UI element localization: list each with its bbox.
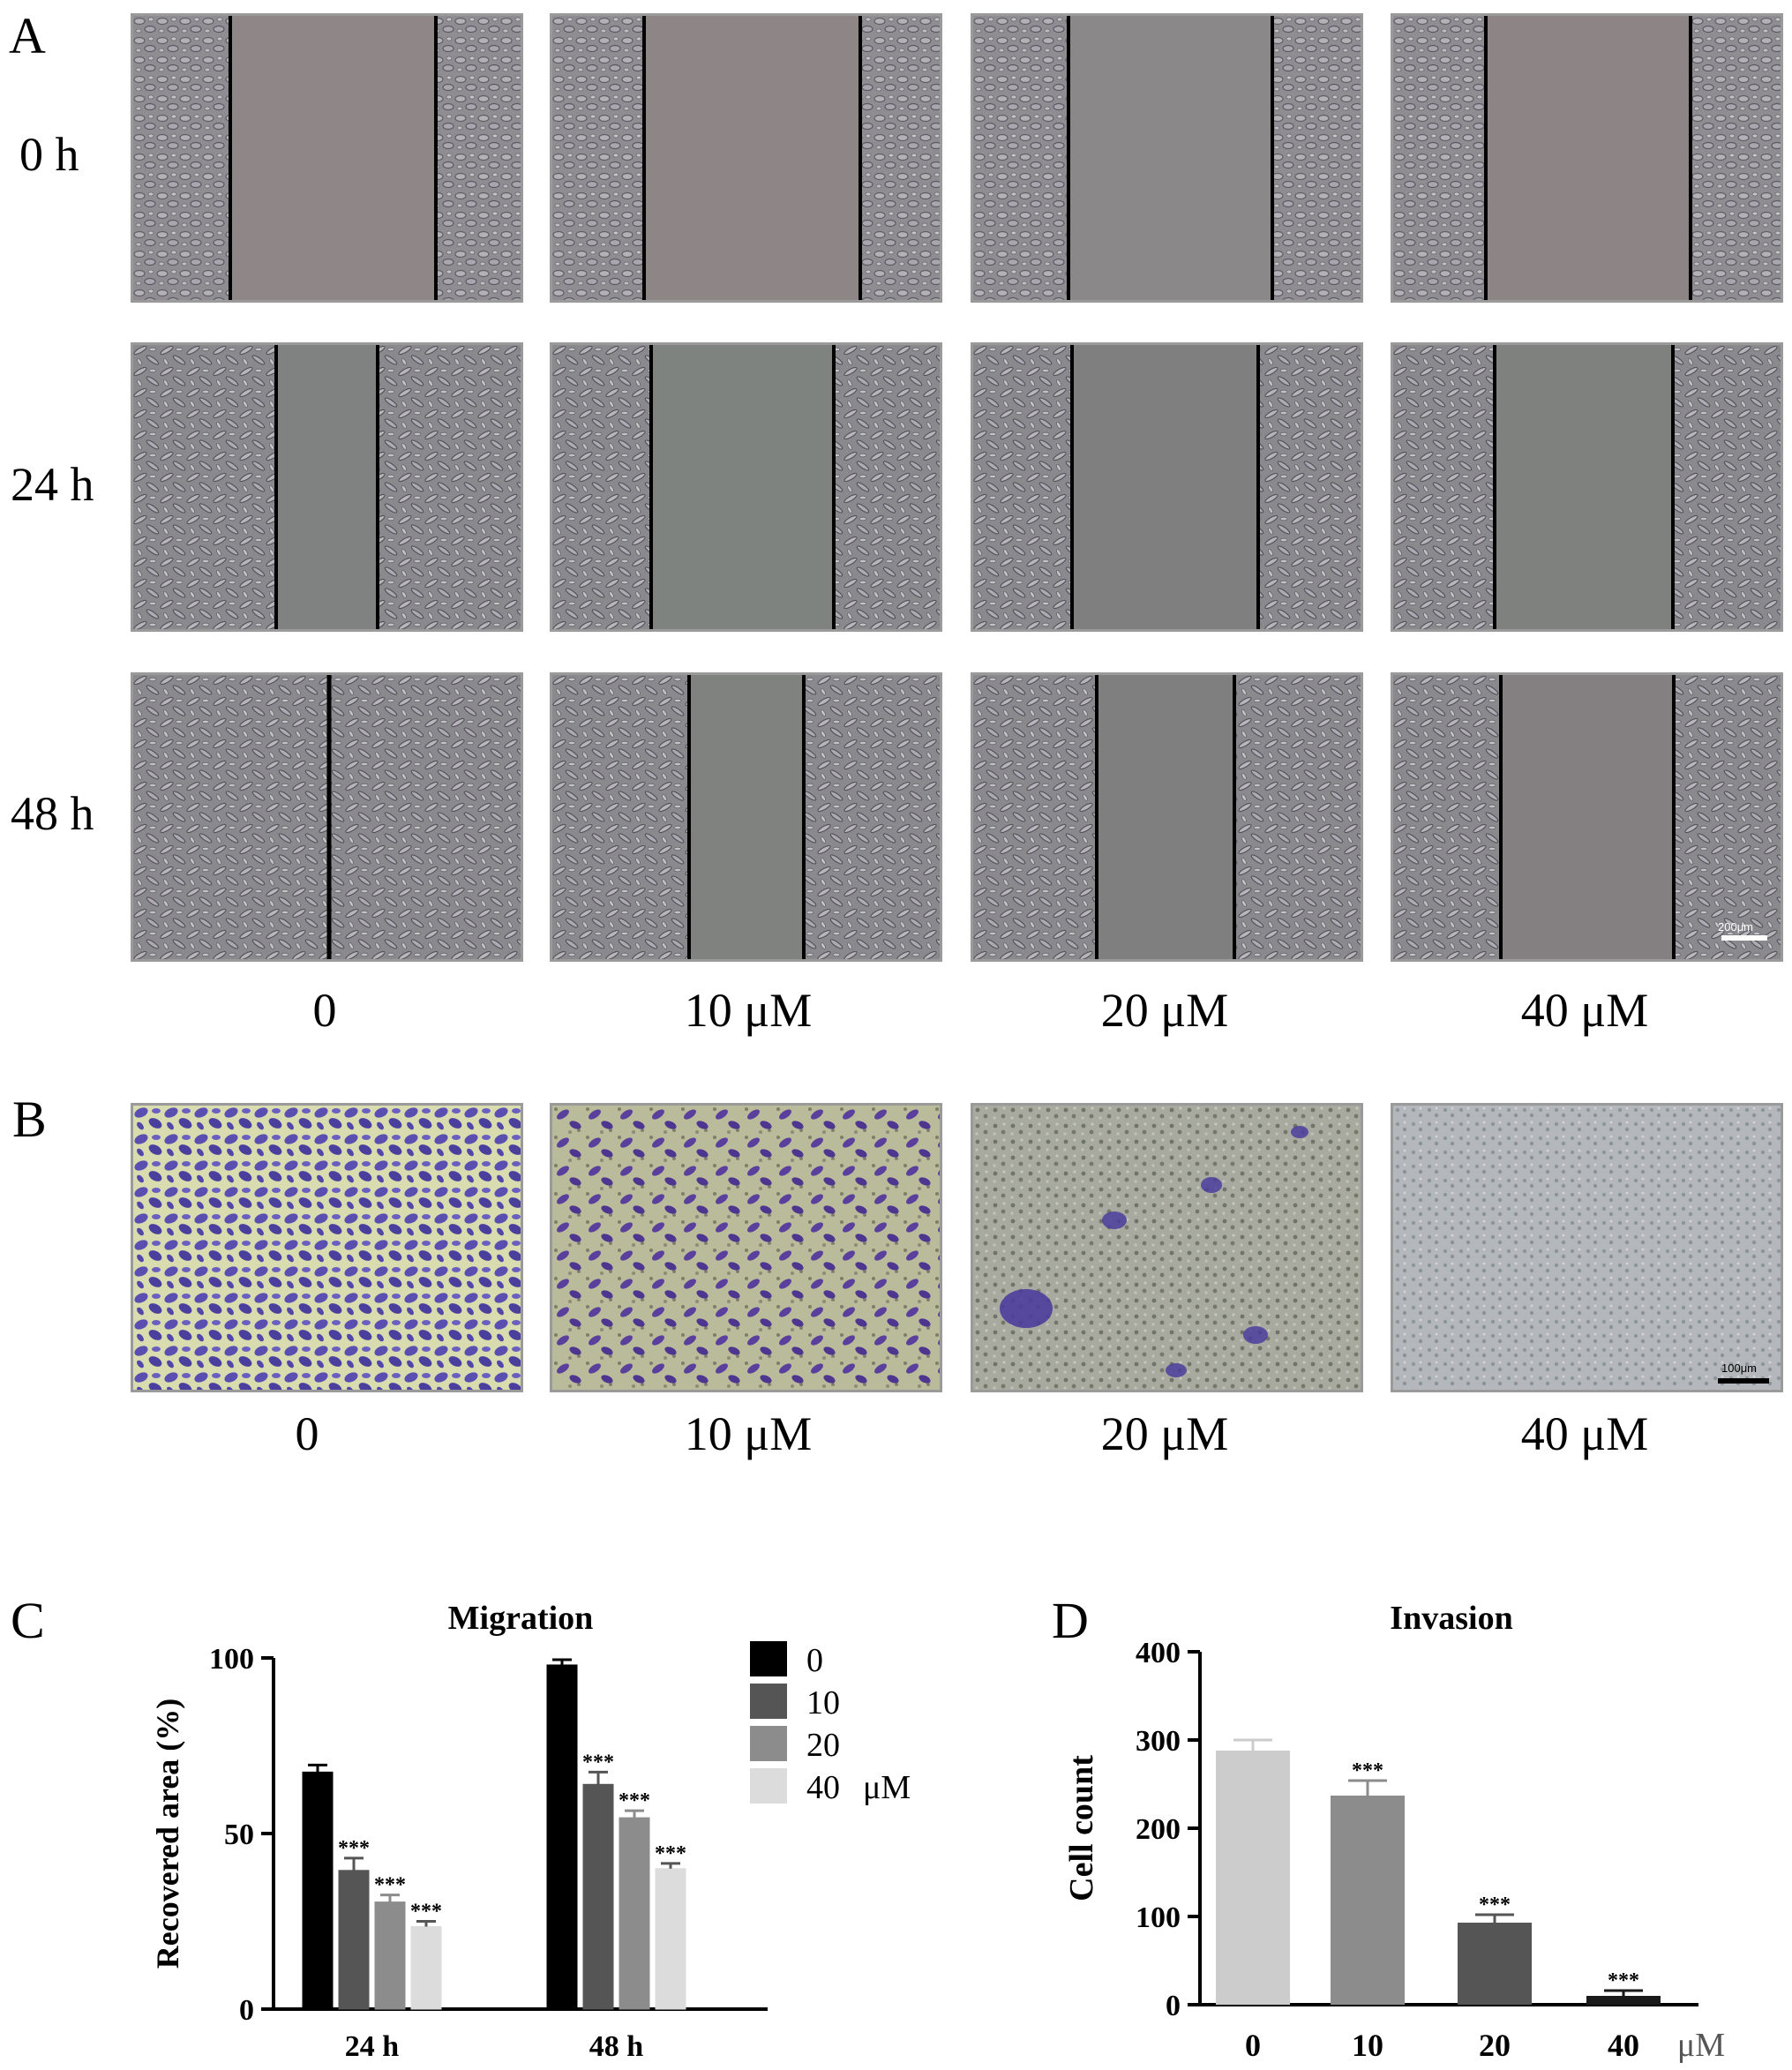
row-label-0h: 0 h <box>19 128 79 181</box>
chart-c-y-label: Recovered area (%) <box>150 1699 185 1969</box>
chart-c-bar <box>582 1783 614 2010</box>
scratch-image-0h-40 <box>1391 13 1783 303</box>
panel-c-letter: C <box>11 1592 45 1649</box>
col-label-a-0: 0 <box>312 984 337 1037</box>
chart-d-y-tick-label: 300 <box>1136 1725 1181 1758</box>
chart-d-significance: *** <box>1352 1759 1383 1782</box>
chart-d-bar <box>1586 1996 1661 2005</box>
chart-c-bar <box>410 1925 442 2010</box>
chart-d-x-tick-label: 10 <box>1352 2028 1383 2063</box>
chart-c-x-tick-label: 24 h <box>345 2030 400 2063</box>
chart-d-y-tick-label: 200 <box>1136 1813 1181 1846</box>
chart-d-y-tick-label: 100 <box>1136 1901 1181 1934</box>
chart-c-significance: *** <box>338 1837 370 1860</box>
scratch-image-48h-40: 200μm <box>1391 672 1783 962</box>
chart-d-title: Invasion <box>1390 1600 1512 1637</box>
col-label-b-40: 40 μM <box>1520 1407 1649 1460</box>
scratch-image-48h-10 <box>550 672 942 962</box>
scratch-image-24h-0 <box>131 342 523 632</box>
scratch-image-48h-0 <box>131 672 523 962</box>
chart-c-legend-swatch <box>750 1684 787 1719</box>
row-label-24h: 24 h <box>11 458 94 511</box>
chart-c-legend-swatch <box>750 1726 787 1761</box>
chart-c-y-tick-label: 100 <box>209 1643 254 1676</box>
scratch-image-24h-10 <box>550 342 942 632</box>
chart-c-y-tick-label: 50 <box>224 1819 254 1851</box>
scale-bar-label-a: 200μm <box>1718 920 1754 934</box>
chart-c-significance: *** <box>619 1789 650 1812</box>
chart-d-x-tick-label: 0 <box>1245 2028 1261 2063</box>
scratch-image-24h-20 <box>971 342 1363 632</box>
col-label-b-10: 10 μM <box>684 1407 813 1460</box>
chart-c-significance: *** <box>374 1874 406 1897</box>
chart-d-bar <box>1458 1923 1532 2005</box>
chart-c-title: Migration <box>448 1600 594 1637</box>
chart-c-legend-swatch <box>750 1768 787 1804</box>
col-label-a-20: 20 μM <box>1100 984 1229 1037</box>
scale-bar-label-b: 100μm <box>1721 1361 1758 1375</box>
row-label-48h: 48 h <box>11 787 94 840</box>
panel-b-letter: B <box>12 1091 47 1148</box>
scratch-image-48h-20 <box>971 672 1363 962</box>
chart-d-significance: *** <box>1608 1969 1639 1992</box>
chart-c-bar <box>302 1771 334 2010</box>
chart-d-y-label: Cell count <box>1063 1755 1100 1901</box>
chart-c-significance: *** <box>410 1901 442 1924</box>
chart-c-bar <box>338 1870 370 2010</box>
chart-c-x-tick-label: 48 h <box>589 2030 644 2063</box>
chart-c-bar <box>655 1868 686 2010</box>
col-label-b-20: 20 μM <box>1100 1407 1229 1460</box>
col-label-a-10: 10 μM <box>684 984 813 1037</box>
chart-c-bar <box>619 1817 650 2010</box>
scratch-image-24h-40 <box>1391 342 1783 632</box>
scratch-image-0h-0 <box>131 13 523 303</box>
chart-d-bar <box>1216 1751 1290 2005</box>
chart-d-bar <box>1331 1796 1405 2005</box>
chart-c-bar <box>374 1901 406 2010</box>
invasion-chart: Invasion 0 100 200 300 400 Cell count 0 *** 10 ***… <box>1063 1600 1725 2064</box>
chart-d-significance: *** <box>1479 1894 1511 1916</box>
transwell-image-0 <box>131 1103 523 1392</box>
chart-c-legend-unit: μM <box>863 1769 911 1806</box>
chart-d-x-unit: μM <box>1677 2027 1725 2064</box>
chart-c-y-tick-label: 0 <box>239 1994 254 2027</box>
col-label-b-0: 0 <box>295 1407 319 1460</box>
transwell-image-20 <box>971 1103 1363 1392</box>
col-label-a-40: 40 μM <box>1520 984 1649 1037</box>
panel-d-letter: D <box>1052 1592 1089 1649</box>
chart-c-legend-label: 40 <box>806 1769 840 1806</box>
chart-d-x-tick-label: 40 <box>1608 2028 1639 2063</box>
chart-c-legend-label: 20 <box>806 1727 840 1764</box>
scratch-image-0h-10 <box>550 13 942 303</box>
panel-a-letter: A <box>9 7 46 64</box>
chart-c-legend-label: 10 <box>806 1684 840 1721</box>
chart-c-significance: *** <box>582 1751 614 1774</box>
scratch-image-0h-20 <box>971 13 1363 303</box>
chart-c-legend-label: 0 <box>806 1642 823 1679</box>
chart-d-x-tick-label: 20 <box>1479 2028 1511 2063</box>
transwell-image-40: 100μm <box>1391 1103 1783 1392</box>
chart-c-significance: *** <box>655 1842 686 1865</box>
transwell-image-10 <box>550 1103 942 1392</box>
chart-c-legend-swatch <box>750 1641 787 1676</box>
chart-d-y-tick-label: 400 <box>1136 1637 1181 1669</box>
chart-c-bar <box>546 1664 578 2010</box>
chart-d-y-tick-label: 0 <box>1166 1990 1181 2022</box>
